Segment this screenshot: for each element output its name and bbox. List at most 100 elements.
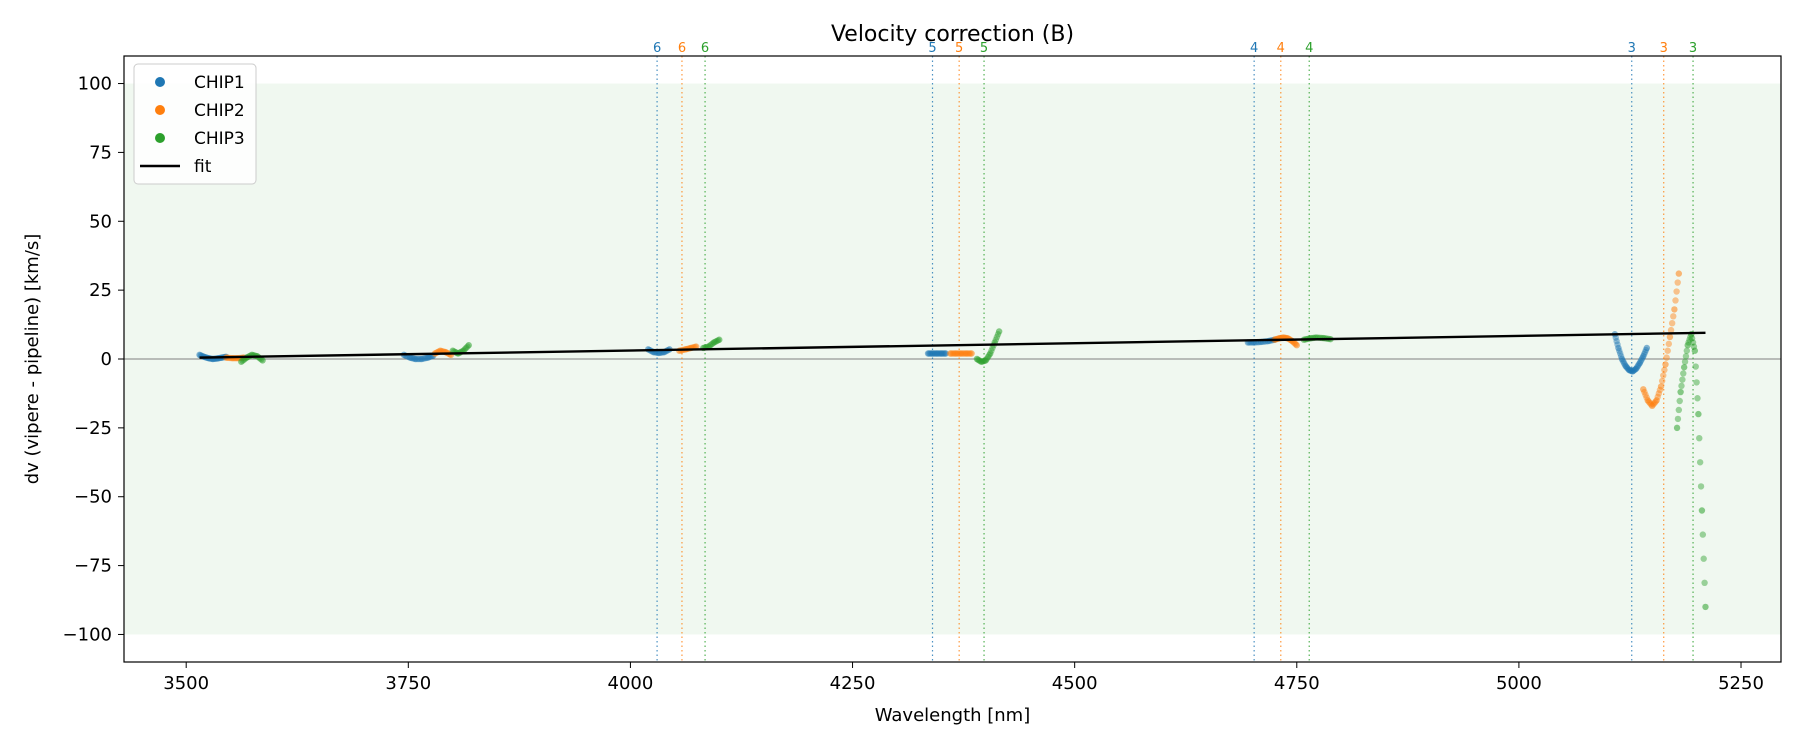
data-point <box>983 355 991 362</box>
data-point <box>1675 270 1683 277</box>
data-point <box>1653 397 1660 404</box>
x-tick-label: 3500 <box>163 673 209 694</box>
data-point <box>1665 340 1673 348</box>
legend-label: CHIP3 <box>194 129 245 149</box>
data-point <box>1658 377 1666 385</box>
data-point <box>1673 424 1681 432</box>
x-tick-label: 4500 <box>1052 673 1098 694</box>
x-tick-label: 4000 <box>608 673 654 694</box>
data-point <box>1680 370 1687 377</box>
legend-marker-chip1 <box>155 77 165 87</box>
order-marker-label: 5 <box>955 41 963 56</box>
data-point <box>1664 347 1671 354</box>
data-point <box>1677 388 1684 396</box>
order-marker-label: 4 <box>1250 41 1258 56</box>
data-point <box>413 355 421 363</box>
x-tick-label: 4750 <box>1274 673 1320 694</box>
data-point <box>1684 342 1691 349</box>
legend-marker-chip3 <box>155 133 165 143</box>
order-marker-label: 4 <box>1277 41 1285 56</box>
data-point <box>992 336 1000 343</box>
data-point <box>1615 344 1622 352</box>
data-point <box>1682 353 1690 360</box>
data-point <box>1674 279 1681 286</box>
data-point <box>1671 306 1678 313</box>
data-point <box>1616 347 1623 354</box>
data-point <box>1679 376 1686 383</box>
fit-line <box>199 331 1706 359</box>
order-marker-label: 6 <box>678 41 686 56</box>
data-point <box>424 354 432 361</box>
data-point <box>988 347 995 354</box>
data-point <box>1691 347 1699 354</box>
data-point <box>412 355 419 363</box>
data-point <box>1644 397 1651 404</box>
data-point <box>929 350 936 357</box>
data-point <box>957 350 965 357</box>
data-point <box>1632 365 1640 372</box>
data-point <box>1636 359 1643 367</box>
data-point <box>1702 603 1709 611</box>
legend-label: CHIP2 <box>194 101 245 121</box>
x-tick-label: 5250 <box>1718 673 1764 694</box>
order-marker-label: 3 <box>1689 41 1697 56</box>
legend-label: fit <box>194 157 212 177</box>
data-point <box>1692 363 1699 370</box>
data-point <box>1619 357 1627 364</box>
data-point <box>710 339 718 346</box>
data-point <box>924 350 932 357</box>
data-point <box>1678 382 1685 390</box>
data-point <box>1697 483 1705 490</box>
data-point <box>1642 391 1649 399</box>
y-tick-label: −100 <box>63 624 112 645</box>
data-point <box>1657 383 1665 390</box>
data-point <box>938 350 945 357</box>
data-point <box>1672 297 1679 304</box>
data-point <box>1696 434 1703 442</box>
y-tick-label: 50 <box>89 211 112 232</box>
data-point <box>1675 406 1683 414</box>
x-axis-label: Wavelength [nm] <box>875 705 1031 726</box>
data-point <box>1700 555 1707 562</box>
order-marker-label: 6 <box>701 41 709 56</box>
data-point <box>1655 390 1663 397</box>
data-point <box>1640 350 1648 358</box>
data-point <box>1660 372 1667 379</box>
data-point <box>982 357 990 364</box>
data-point <box>1667 326 1675 334</box>
data-point <box>1640 353 1647 360</box>
x-tick-label: 4250 <box>830 673 876 694</box>
data-point <box>1641 388 1648 396</box>
data-point <box>1681 358 1689 365</box>
data-point <box>1618 355 1626 363</box>
data-point <box>933 350 941 357</box>
y-tick-label: 25 <box>89 280 112 301</box>
data-point <box>1685 339 1692 346</box>
data-point <box>1668 319 1676 327</box>
data-point <box>1699 531 1707 538</box>
data-point <box>1701 579 1708 587</box>
data-point <box>1612 334 1619 341</box>
data-point <box>1695 410 1702 418</box>
y-tick-label: −50 <box>74 487 112 508</box>
data-point <box>942 350 950 357</box>
data-point <box>963 350 970 357</box>
chart-title: Velocity correction (B) <box>831 22 1074 47</box>
order-marker-label: 6 <box>653 41 661 56</box>
data-point <box>1661 366 1668 374</box>
data-point <box>1613 337 1620 345</box>
data-point <box>1663 354 1670 361</box>
y-tick-label: 100 <box>78 74 112 95</box>
legend-box <box>133 63 257 185</box>
data-point <box>1616 350 1624 357</box>
legend-label: CHIP1 <box>194 73 245 93</box>
data-point <box>1662 361 1669 368</box>
y-tick-label: 0 <box>101 349 112 370</box>
data-point <box>1670 313 1677 320</box>
data-point <box>461 346 468 353</box>
data-point <box>1696 459 1704 466</box>
data-point <box>406 354 414 361</box>
y-tick-label: −25 <box>74 418 112 439</box>
data-point <box>655 349 663 357</box>
